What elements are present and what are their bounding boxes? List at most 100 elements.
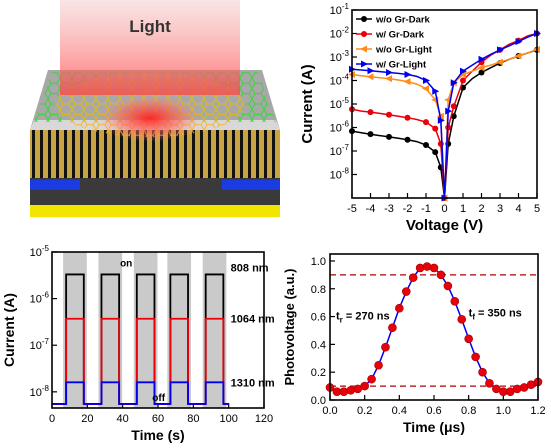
light-on-band — [202, 252, 227, 408]
legend-label: w/o Gr-Light — [375, 45, 433, 56]
legend-marker — [361, 16, 367, 22]
data-point — [497, 46, 504, 54]
data-point — [423, 142, 429, 149]
x-tick-label: 3 — [497, 203, 503, 215]
data-point — [477, 64, 485, 72]
data-point — [437, 140, 444, 147]
x-tick-label: 0 — [49, 413, 55, 425]
data-point — [422, 85, 429, 93]
series-w-gr-dark — [349, 30, 540, 201]
series-1310-nm — [52, 381, 229, 405]
data-point — [366, 73, 374, 81]
data-point — [403, 78, 411, 86]
y-tick-label: 10-6 — [330, 120, 350, 135]
light-label: Light — [129, 17, 171, 36]
y-tick-label: 10-7 — [330, 143, 350, 158]
y-tick-label: 0.2 — [311, 367, 326, 379]
y-tick-label: 1.0 — [311, 256, 326, 268]
on-annotation: on — [120, 258, 132, 269]
data-point — [360, 381, 369, 391]
x-tick-label: -2 — [403, 203, 413, 215]
y-tick-label: 0.8 — [311, 284, 326, 296]
x-tick-label: 40 — [117, 413, 129, 425]
data-point — [386, 111, 392, 118]
data-point — [385, 75, 392, 83]
data-point — [429, 263, 439, 273]
data-point — [471, 352, 480, 362]
blue-electrode-right — [222, 180, 280, 190]
data-point — [386, 133, 392, 140]
data-point — [339, 387, 349, 396]
data-point — [422, 262, 432, 271]
y-tick-label: 10-4 — [330, 73, 350, 88]
y-tick-label: 10-3 — [330, 49, 350, 64]
y-axis-label: Current (A) — [299, 64, 316, 143]
legend-label: w/o Gr-Dark — [375, 15, 431, 26]
y-axis-label: Photovoltage (a.u.) — [282, 269, 297, 386]
bottom-electrode — [30, 205, 280, 217]
legend-marker — [361, 31, 367, 37]
data-point — [432, 125, 439, 132]
x-tick-label: 80 — [187, 413, 199, 425]
data-point — [415, 263, 425, 273]
x-tick-label: 60 — [152, 413, 164, 425]
fall-time-annotation: tf = 350 ns — [469, 308, 522, 322]
light-spot — [98, 94, 202, 142]
data-point — [404, 136, 411, 143]
y-tick-label: 0.0 — [311, 395, 326, 407]
x-tick-label: 4 — [515, 203, 521, 215]
legend-label: w/ Gr-Dark — [375, 30, 425, 41]
y-axis-label: Current (A) — [1, 293, 17, 367]
data-point — [443, 281, 453, 291]
data-point — [460, 67, 467, 75]
data-point — [515, 38, 523, 46]
light-on-band — [133, 252, 158, 408]
data-point — [450, 296, 460, 306]
data-point — [460, 77, 466, 84]
legend-marker — [360, 45, 367, 53]
y-tick-label: 10-5 — [30, 244, 50, 259]
x-tick-label: -3 — [384, 203, 394, 215]
plot-frame — [351, 9, 538, 199]
x-tick-label: 0.2 — [357, 405, 372, 417]
x-tick-label: 100 — [219, 413, 237, 425]
data-point — [346, 385, 356, 395]
y-tick-label: 10-5 — [330, 96, 350, 111]
series-line — [351, 32, 538, 199]
series-label: 1310 nm — [231, 377, 275, 389]
data-point — [408, 273, 418, 282]
data-point — [450, 79, 458, 87]
data-point — [367, 374, 376, 384]
data-point — [450, 103, 457, 110]
data-point — [478, 69, 485, 76]
x-tick-label: 0 — [441, 203, 447, 215]
iv-curve-chart: -5 -4 -3 -2 -1 0 1 2 3 4 5 10-1 10-2 10-3 10-4 10-5 10-6… — [299, 2, 541, 234]
x-tick-label: 120 — [255, 413, 273, 425]
y-tick-label: 10-6 — [30, 291, 50, 306]
data-point — [432, 149, 439, 156]
series-line — [351, 32, 538, 199]
data-point — [496, 58, 503, 66]
series-1064-nm — [52, 317, 229, 405]
data-point — [401, 287, 411, 296]
device-schematic: Light — [30, 0, 280, 217]
fit-line — [329, 265, 539, 393]
photovoltage-chart: 0.0 0.2 0.4 0.6 0.8 1.0 1.2 0.0 0.2 0.4 0.6 0.8 1.0 t… — [282, 253, 546, 435]
off-annotation: off — [152, 393, 165, 404]
data-point — [478, 367, 487, 377]
data-point — [404, 114, 411, 121]
y-tick-label: 0.4 — [311, 339, 326, 351]
data-point — [485, 379, 494, 388]
data-point — [437, 116, 445, 124]
y-tick-label: 10-2 — [330, 26, 350, 41]
plot-frame — [51, 251, 265, 409]
x-tick-label: 20 — [81, 413, 93, 425]
light-on-band — [63, 252, 87, 408]
x-tick-label: -1 — [421, 203, 431, 215]
data-point — [514, 52, 522, 60]
series-w-gr-light — [349, 30, 541, 202]
data-point — [404, 71, 412, 79]
data-point — [464, 334, 473, 344]
data-point — [367, 67, 375, 75]
y-tick-label: 10-8 — [30, 384, 50, 399]
